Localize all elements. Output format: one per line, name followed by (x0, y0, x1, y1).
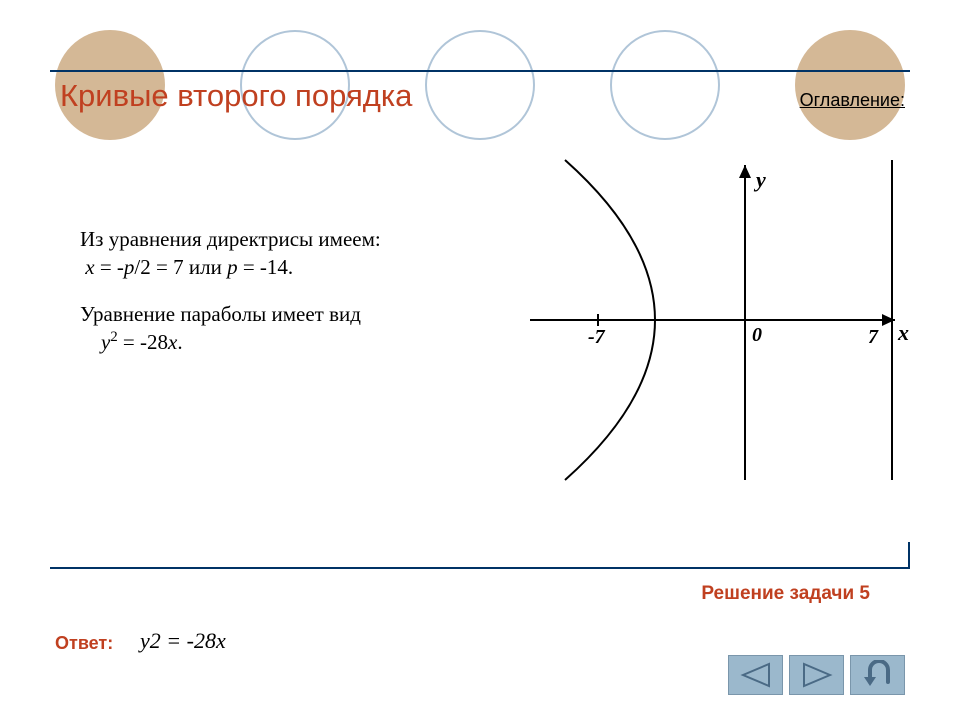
toc-link[interactable]: Оглавление: (800, 90, 905, 111)
circle-3 (425, 30, 535, 140)
paragraph-1: Из уравнения директрисы имеем: x = -p/2 … (80, 225, 480, 282)
prev-icon (739, 662, 773, 688)
return-icon (858, 660, 898, 690)
prev-button[interactable] (728, 655, 783, 695)
paragraph-2: Уравнение параболы имеет вид y2 = -28x. (80, 300, 480, 357)
circle-4 (610, 30, 720, 140)
answer-label: Ответ: (55, 633, 113, 654)
y-axis-label: y (753, 167, 766, 192)
parabola-chart: y x -7 7 0 (490, 155, 910, 485)
y-axis-arrow (739, 165, 751, 178)
next-button[interactable] (789, 655, 844, 695)
x-axis-label: x (897, 320, 909, 345)
tick-label-neg7: -7 (588, 326, 606, 348)
title-rule (50, 70, 910, 72)
answer-value: y2 = -28x (140, 628, 226, 654)
footer-rule (50, 567, 910, 569)
tick-label-7: 7 (868, 326, 879, 348)
x-axis-arrow (882, 314, 895, 326)
next-icon (800, 662, 834, 688)
circle-5 (795, 30, 905, 140)
nav-buttons (728, 655, 905, 695)
return-button[interactable] (850, 655, 905, 695)
origin-label: 0 (752, 324, 762, 346)
solution-label: Решение задачи 5 (701, 583, 870, 605)
page-title: Кривые второго порядка (60, 78, 412, 114)
body-text: Из уравнения директрисы имеем: x = -p/2 … (80, 225, 480, 374)
